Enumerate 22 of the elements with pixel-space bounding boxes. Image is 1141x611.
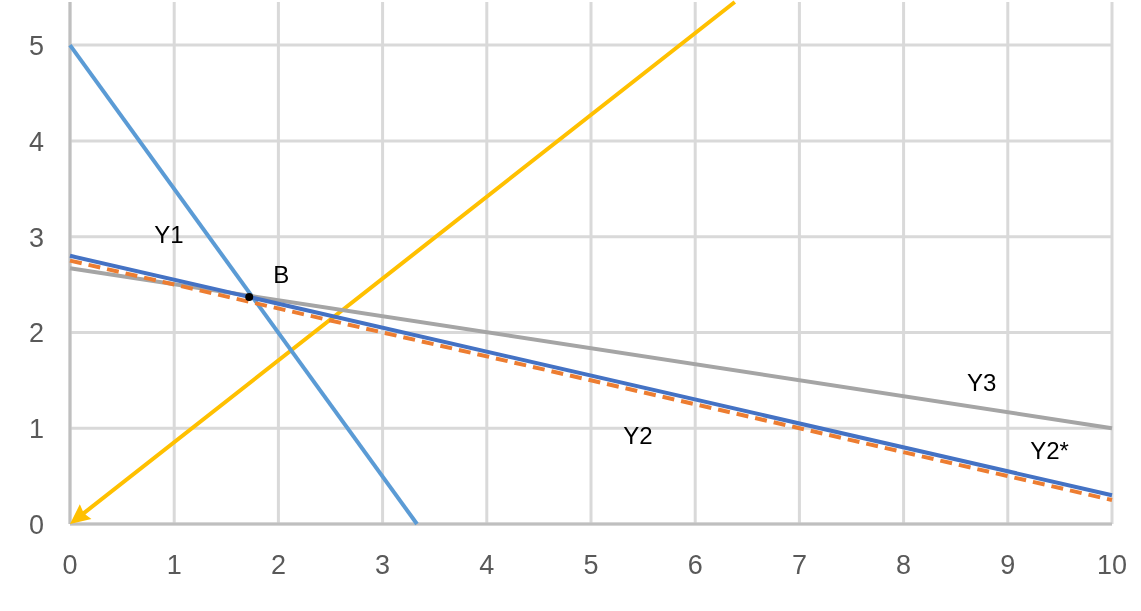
series-label: Y2*: [1030, 436, 1069, 464]
x-tick-label: 0: [62, 550, 78, 580]
series-label: B: [273, 261, 290, 289]
y-tick-label: 1: [28, 414, 44, 445]
x-tick-label: 5: [583, 550, 599, 580]
x-tick-label: 2: [270, 550, 286, 580]
x-tick-label: 1: [166, 550, 182, 580]
x-tick-label: 3: [375, 550, 391, 580]
x-tick-label: 7: [791, 550, 807, 580]
y-tick-label: 3: [28, 222, 44, 253]
y-tick-label: 5: [28, 31, 44, 62]
x-tick-label: 9: [1000, 550, 1016, 580]
series-label: Y3: [967, 369, 997, 397]
x-tick-label: 4: [479, 550, 495, 580]
y-tick-label: 2: [28, 318, 44, 349]
y-tick-label: 4: [28, 126, 44, 157]
x-tick-label: 10: [1096, 550, 1128, 580]
series-label: Y2: [623, 422, 653, 450]
x-tick-label: 6: [687, 550, 703, 580]
series-label: Y1: [154, 221, 184, 248]
x-tick-label: 8: [896, 550, 912, 580]
y-tick-label: 0: [28, 510, 44, 540]
